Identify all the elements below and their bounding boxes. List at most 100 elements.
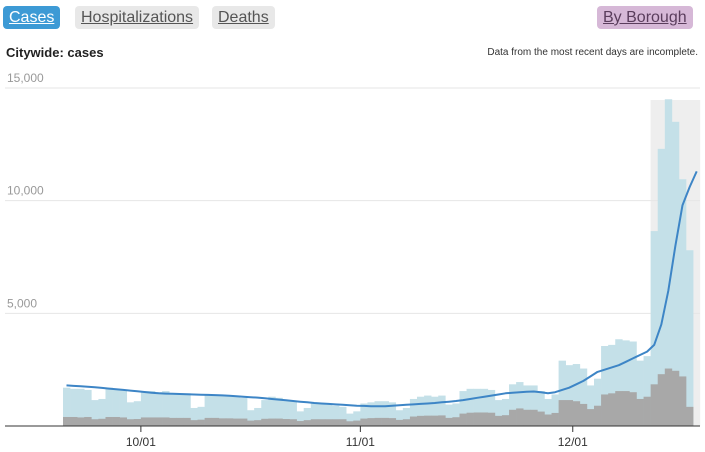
case-bar (530, 385, 538, 426)
case-bar (218, 395, 227, 426)
case-bar (105, 387, 113, 426)
case-bar (516, 382, 524, 426)
case-bar (671, 121, 680, 427)
case-bar (445, 404, 453, 426)
secondary-bar (353, 420, 361, 426)
secondary-bar (310, 419, 319, 426)
case-bar (686, 250, 694, 426)
secondary-bar (530, 409, 538, 426)
y-tick-label-0: 5,000 (7, 296, 37, 310)
secondary-bar (424, 415, 432, 426)
secondary-bar (240, 418, 248, 426)
case-bar (594, 378, 602, 426)
case-bar (537, 391, 545, 426)
case-bar (374, 401, 382, 426)
case-bar (339, 406, 347, 426)
case-bar (225, 395, 234, 426)
secondary-bar (126, 419, 135, 426)
secondary-bar (119, 417, 128, 426)
case-bar (197, 406, 205, 426)
secondary-bar (84, 416, 92, 426)
case-bar (240, 397, 248, 426)
secondary-bar (63, 416, 71, 426)
secondary-bar (431, 415, 439, 426)
tab-hospitalizations[interactable]: Hospitalizations (75, 6, 200, 29)
case-bar (275, 397, 283, 426)
case-bar (579, 368, 588, 426)
secondary-bar (523, 409, 531, 426)
secondary-bar (381, 417, 389, 426)
secondary-bar (204, 417, 212, 426)
secondary-bar (395, 419, 404, 426)
secondary-bar (339, 419, 347, 426)
case-bar (162, 391, 170, 426)
tab-cases[interactable]: Cases (3, 6, 61, 29)
case-bar (324, 404, 333, 426)
case-bar (232, 396, 241, 426)
by-borough-button[interactable]: By Borough (597, 6, 693, 29)
case-bar (452, 403, 460, 426)
case-bar (317, 403, 326, 426)
secondary-bar (176, 417, 184, 426)
case-bar (303, 407, 312, 426)
secondary-bar (218, 418, 227, 426)
case-bar (565, 365, 574, 426)
secondary-bar (417, 415, 425, 426)
secondary-bar (608, 393, 616, 426)
secondary-bar (296, 421, 305, 426)
case-bar (381, 401, 389, 426)
secondary-bar (133, 419, 142, 426)
secondary-bar (324, 419, 333, 426)
tab-deaths[interactable]: Deaths (212, 6, 275, 29)
secondary-bar (197, 419, 205, 426)
case-bar (211, 394, 220, 426)
secondary-bar (452, 417, 460, 426)
secondary-bar (473, 412, 482, 426)
case-bar (395, 410, 404, 426)
secondary-bar (558, 400, 566, 426)
secondary-bar (409, 416, 418, 426)
case-bar (643, 356, 651, 426)
secondary-bar (374, 417, 382, 426)
case-bar (586, 385, 595, 426)
case-bar (636, 360, 644, 426)
case-bar (601, 346, 609, 426)
secondary-bar (289, 419, 297, 426)
secondary-bar (438, 415, 446, 426)
secondary-bar (254, 420, 262, 426)
case-bar (509, 384, 517, 426)
case-bar (622, 340, 630, 426)
secondary-bar (211, 417, 220, 426)
secondary-bar (367, 418, 375, 426)
case-bar (70, 388, 78, 426)
secondary-bar (147, 417, 156, 426)
case-bar (657, 148, 666, 426)
case-bar (155, 392, 163, 426)
case-bar (388, 402, 397, 426)
secondary-bar (261, 418, 269, 426)
secondary-bar (268, 418, 276, 426)
secondary-bar (544, 414, 552, 426)
x-tick-label-2: 12/01 (558, 435, 588, 449)
secondary-bar (551, 412, 559, 426)
secondary-bar (140, 417, 149, 426)
case-bar (147, 391, 156, 426)
case-bar (431, 396, 439, 426)
average-line (66, 170, 698, 408)
case-bar (176, 393, 184, 426)
case-bar (615, 339, 623, 426)
y-tick-label-2: 15,000 (7, 71, 44, 85)
case-bar (204, 394, 212, 426)
secondary-bar (162, 417, 170, 426)
case-bar (480, 388, 489, 426)
case-bar (664, 99, 673, 427)
case-bar (77, 388, 85, 426)
y-tick-label-1: 10,000 (7, 184, 44, 198)
secondary-bar (509, 409, 517, 426)
secondary-bar (247, 420, 255, 426)
secondary-bar (494, 415, 503, 426)
secondary-bar (332, 419, 340, 426)
case-bar (84, 389, 92, 426)
secondary-bar (615, 391, 623, 426)
